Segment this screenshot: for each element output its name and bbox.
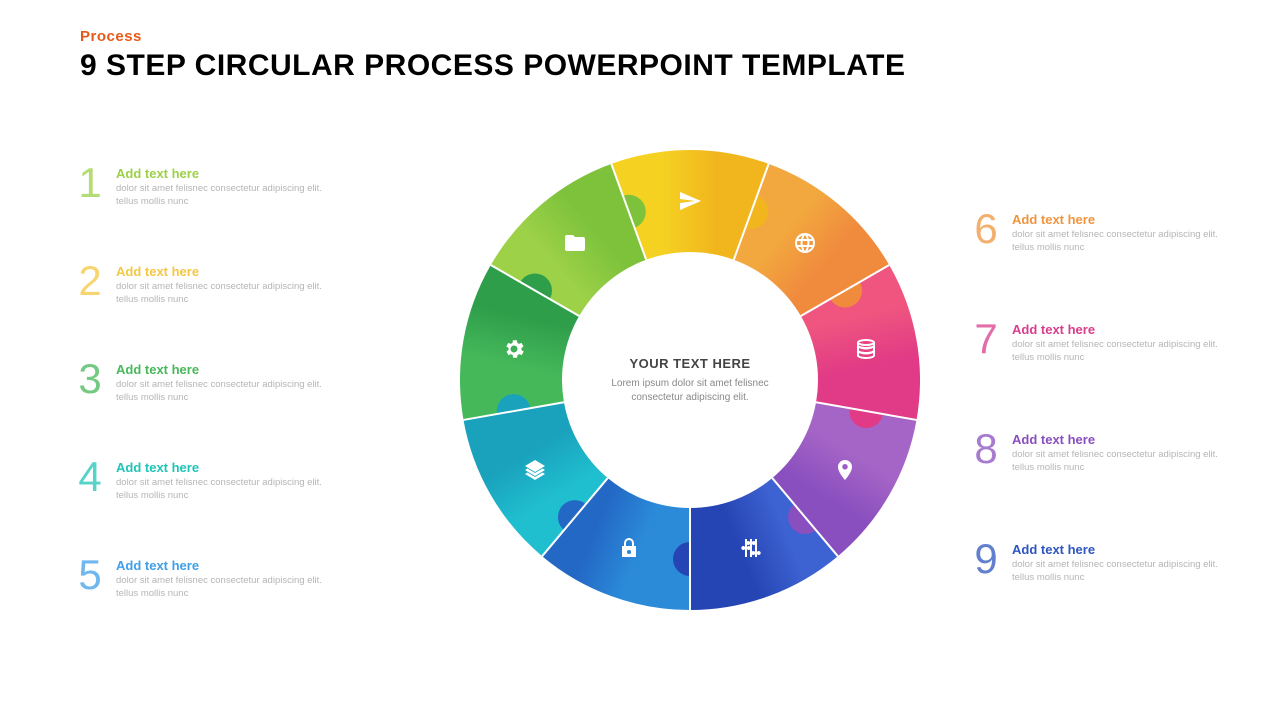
step-body: dolor sit amet felisnec consectetur adip… — [116, 477, 326, 503]
subtitle: Process — [80, 28, 905, 45]
step-body: dolor sit amet felisnec consectetur adip… — [116, 575, 326, 601]
step-item-5: 5 Add text here dolor sit amet felisnec co… — [74, 556, 374, 601]
step-number: 1 — [74, 164, 106, 202]
folder-icon — [561, 229, 589, 257]
step-number: 2 — [74, 262, 106, 300]
step-title: Add text here — [116, 166, 326, 181]
step-number: 9 — [970, 540, 1002, 578]
center-body: Lorem ipsum dolor sit amet felisnec cons… — [610, 377, 770, 405]
step-title: Add text here — [1012, 212, 1222, 227]
step-text: Add text here dolor sit amet felisnec con… — [1012, 430, 1222, 475]
step-text: Add text here dolor sit amet felisnec con… — [116, 360, 326, 405]
lock-icon — [615, 534, 643, 562]
step-number: 4 — [74, 458, 106, 496]
step-title: Add text here — [116, 362, 326, 377]
step-body: dolor sit amet felisnec consectetur adip… — [1012, 229, 1222, 255]
step-number: 8 — [970, 430, 1002, 468]
step-text: Add text here dolor sit amet felisnec con… — [116, 458, 326, 503]
step-item-7: 7 Add text here dolor sit amet felisnec co… — [970, 320, 1270, 365]
step-text: Add text here dolor sit amet felisnec con… — [1012, 210, 1222, 255]
step-text: Add text here dolor sit amet felisnec con… — [1012, 540, 1222, 585]
step-item-8: 8 Add text here dolor sit amet felisnec co… — [970, 430, 1270, 475]
circular-chart: YOUR TEXT HERE Lorem ipsum dolor sit ame… — [460, 150, 920, 610]
step-item-6: 6 Add text here dolor sit amet felisnec co… — [970, 210, 1270, 255]
step-body: dolor sit amet felisnec consectetur adip… — [116, 281, 326, 307]
step-title: Add text here — [1012, 322, 1222, 337]
step-number: 3 — [74, 360, 106, 398]
step-text: Add text here dolor sit amet felisnec con… — [116, 262, 326, 307]
step-number: 7 — [970, 320, 1002, 358]
sliders-icon — [737, 534, 765, 562]
step-item-1: 1 Add text here dolor sit amet felisnec co… — [74, 164, 374, 209]
step-item-9: 9 Add text here dolor sit amet felisnec co… — [970, 540, 1270, 585]
center-circle: YOUR TEXT HERE Lorem ipsum dolor sit ame… — [570, 260, 810, 500]
step-text: Add text here dolor sit amet felisnec con… — [116, 164, 326, 209]
step-text: Add text here dolor sit amet felisnec con… — [1012, 320, 1222, 365]
step-body: dolor sit amet felisnec consectetur adip… — [1012, 559, 1222, 585]
step-item-3: 3 Add text here dolor sit amet felisnec co… — [74, 360, 374, 405]
step-title: Add text here — [1012, 432, 1222, 447]
step-body: dolor sit amet felisnec consectetur adip… — [1012, 449, 1222, 475]
paper-plane-icon — [676, 187, 704, 215]
layers-icon — [521, 456, 549, 484]
step-number: 6 — [970, 210, 1002, 248]
location-pin-icon — [831, 456, 859, 484]
page-title: 9 STEP CIRCULAR PROCESS POWERPOINT TEMPL… — [80, 49, 905, 83]
step-text: Add text here dolor sit amet felisnec con… — [116, 556, 326, 601]
step-item-2: 2 Add text here dolor sit amet felisnec co… — [74, 262, 374, 307]
step-title: Add text here — [1012, 542, 1222, 557]
step-title: Add text here — [116, 460, 326, 475]
step-title: Add text here — [116, 264, 326, 279]
center-title: YOUR TEXT HERE — [629, 356, 750, 371]
step-number: 5 — [74, 556, 106, 594]
database-icon — [852, 335, 880, 363]
step-body: dolor sit amet felisnec consectetur adip… — [116, 183, 326, 209]
header: Process 9 STEP CIRCULAR PROCESS POWERPOI… — [80, 28, 905, 83]
globe-icon — [791, 229, 819, 257]
step-title: Add text here — [116, 558, 326, 573]
step-item-4: 4 Add text here dolor sit amet felisnec co… — [74, 458, 374, 503]
step-body: dolor sit amet felisnec consectetur adip… — [116, 379, 326, 405]
gear-icon — [500, 335, 528, 363]
step-body: dolor sit amet felisnec consectetur adip… — [1012, 339, 1222, 365]
